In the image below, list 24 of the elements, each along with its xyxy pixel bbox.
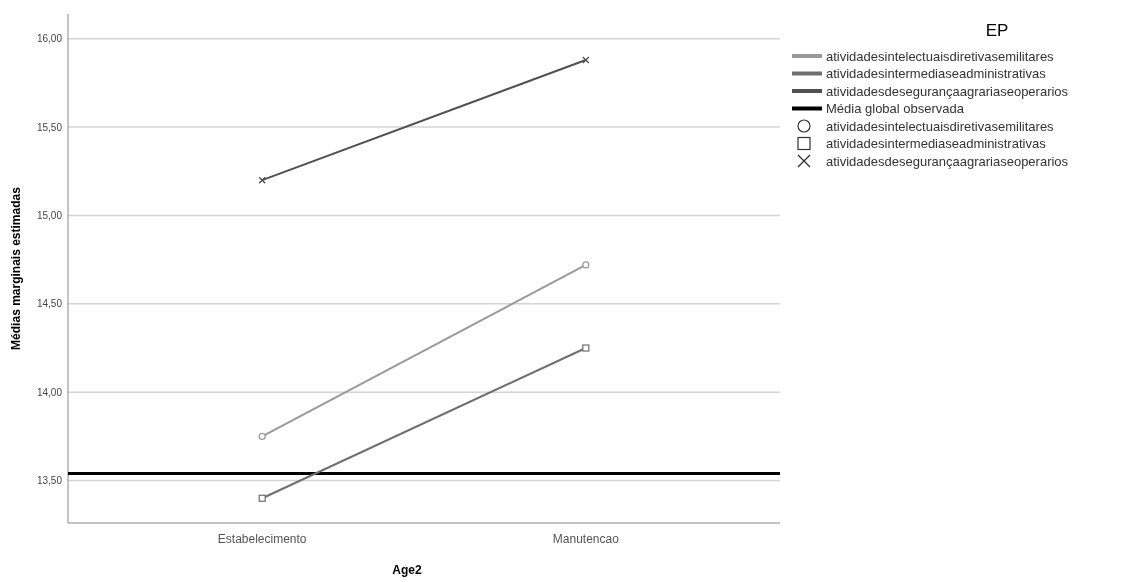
point (582, 261, 590, 269)
legend-label: atividadesintermediaseadministrativas (826, 66, 1047, 82)
legend-label: atividadesdesegurançaagrariaseoperarios (826, 83, 1069, 99)
point (258, 176, 266, 184)
legend-label: atividadesintelectuaisdiretivasemilitares (826, 48, 1055, 64)
legend-title: EP (985, 21, 1009, 40)
x-tick-label: Estabelecimento (217, 532, 307, 546)
text: atividadesintermediaseadministrativas (826, 136, 1046, 152)
y-tick-label: 15,50 (36, 121, 63, 133)
y-tick-label: 14,50 (36, 298, 63, 310)
y-tick-label: 14,00 (36, 386, 63, 398)
y-tick-label: 13,50 (36, 475, 63, 487)
y-tick-label: 16,00 (36, 33, 63, 45)
point (582, 56, 590, 64)
text: atividadesdesegurançaagrariaseoperarios (826, 153, 1069, 169)
text: atividadesintelectuaisdiretivasemilitares (826, 118, 1054, 134)
legend-label: Média global observada (826, 101, 965, 117)
point (582, 344, 590, 352)
y-axis-title: Médias marginais estimadas (9, 186, 23, 350)
y-tick-label: 15,00 (36, 209, 63, 221)
point (258, 432, 266, 440)
x-axis-title: Age2 (392, 563, 422, 577)
x-tick-label: Manutencao (552, 532, 620, 546)
point (258, 494, 266, 502)
